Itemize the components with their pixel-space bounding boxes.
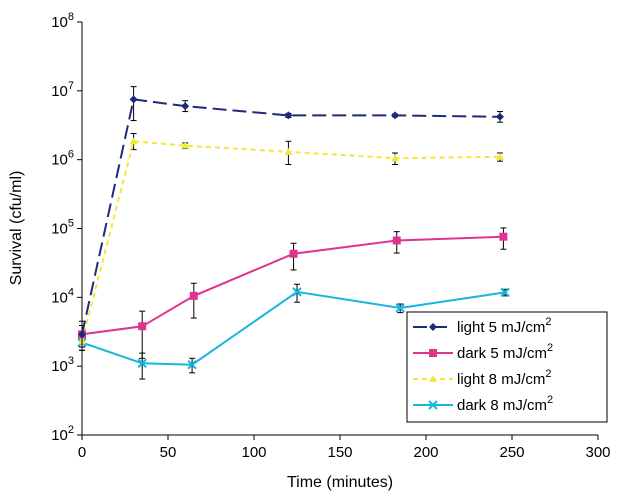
x-tick-label: 150	[327, 444, 352, 461]
data-point	[284, 147, 293, 155]
error-bar	[130, 86, 137, 122]
data-point	[137, 358, 147, 369]
data-point	[129, 137, 138, 145]
data-point	[289, 249, 298, 258]
x-tick-label: 300	[585, 444, 610, 461]
y-axis-ticks: 102 103 104 105 106 107 108	[51, 11, 82, 444]
y-tick-label: 108	[51, 11, 74, 31]
error-bar	[190, 282, 197, 319]
legend-box	[406, 311, 608, 423]
data-point	[495, 112, 504, 121]
legend-label: light 8 mJ/cm2	[457, 368, 551, 388]
legend-marker	[429, 375, 437, 382]
legend-items: light 5 mJ/cm2 dark 5 mJ/cm2 light 8 mJ/cm…	[413, 316, 553, 414]
data-point	[181, 141, 190, 149]
data-point	[284, 111, 293, 120]
y-tick-label: 103	[51, 355, 74, 375]
y-tick-label: 104	[51, 286, 74, 306]
series-1	[78, 86, 504, 351]
x-axis-label: Time (minutes)	[287, 474, 393, 491]
data-point	[495, 152, 504, 160]
legend-item-3: light 8 mJ/cm2	[413, 368, 551, 388]
legend: light 5 mJ/cm2 dark 5 mJ/cm2 light 8 mJ/cm…	[406, 311, 608, 423]
series-layer	[77, 86, 510, 380]
series-line	[81, 290, 506, 366]
legend-label: dark 5 mJ/cm2	[457, 342, 553, 362]
series-4	[77, 283, 510, 380]
x-tick-label: 100	[241, 444, 266, 461]
data-point	[181, 102, 190, 111]
x-tick-label: 50	[160, 444, 177, 461]
data-point	[499, 232, 508, 241]
data-point	[78, 330, 86, 339]
legend-marker	[428, 400, 438, 410]
y-tick-label: 107	[51, 80, 74, 100]
data-point	[391, 111, 400, 120]
series-line	[81, 98, 501, 335]
data-point	[500, 287, 510, 298]
y-tick-label: 105	[51, 218, 74, 238]
y-tick-label: 106	[51, 149, 74, 169]
data-point	[138, 322, 147, 331]
error-bar	[139, 310, 146, 359]
data-point	[391, 154, 400, 162]
data-point	[187, 360, 197, 370]
legend-marker	[429, 349, 437, 357]
y-tick-label: 102	[51, 424, 74, 444]
legend-label: dark 8 mJ/cm2	[457, 394, 553, 414]
x-tick-label: 200	[413, 444, 438, 461]
x-axis-ticks: 0 50 100 150 200 250 300	[78, 435, 611, 461]
x-tick-label: 250	[499, 444, 524, 461]
y-axis-label: Survival (cfu/ml)	[8, 171, 25, 286]
data-point	[189, 291, 198, 300]
legend-label: light 5 mJ/cm2	[457, 316, 551, 336]
series-line	[81, 140, 501, 342]
legend-item-4: dark 8 mJ/cm2	[413, 394, 553, 414]
legend-item-2: dark 5 mJ/cm2	[413, 342, 553, 362]
series-line	[81, 235, 504, 336]
data-point	[392, 236, 401, 245]
data-point	[395, 303, 405, 313]
data-point	[129, 95, 138, 104]
legend-item-1: light 5 mJ/cm2	[413, 316, 551, 336]
data-point	[292, 287, 302, 297]
x-tick-label: 0	[78, 444, 86, 461]
legend-marker	[429, 323, 437, 331]
series-3	[78, 132, 504, 351]
